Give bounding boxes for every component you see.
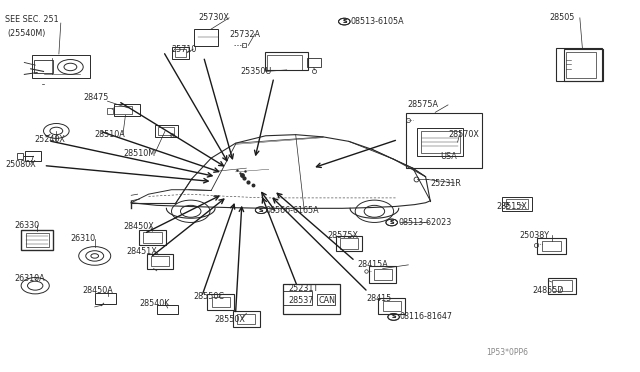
Text: 25710: 25710 bbox=[172, 45, 197, 54]
Text: 08513-6105A: 08513-6105A bbox=[351, 17, 404, 26]
Bar bbox=[417, 128, 463, 156]
Bar bbox=[114, 104, 140, 116]
Text: CAN: CAN bbox=[319, 296, 336, 305]
Bar bbox=[157, 305, 178, 314]
Bar bbox=[406, 113, 482, 168]
Bar bbox=[369, 266, 396, 283]
Text: S: S bbox=[391, 314, 396, 320]
Bar bbox=[378, 298, 405, 314]
Text: S: S bbox=[389, 220, 394, 225]
Bar bbox=[95, 293, 116, 304]
Text: 25080X: 25080X bbox=[5, 160, 36, 169]
Bar bbox=[21, 230, 53, 250]
Text: 28415A: 28415A bbox=[357, 260, 388, 269]
Bar bbox=[340, 238, 358, 249]
Text: 28450A: 28450A bbox=[82, 286, 113, 295]
Bar bbox=[317, 294, 335, 305]
Text: 25231T: 25231T bbox=[288, 284, 318, 293]
Bar bbox=[566, 52, 596, 78]
Bar bbox=[538, 238, 566, 254]
Bar bbox=[151, 256, 169, 266]
Text: 08116-81647: 08116-81647 bbox=[400, 312, 453, 321]
Text: (25540M): (25540M) bbox=[8, 29, 46, 38]
Bar bbox=[421, 131, 460, 153]
Bar bbox=[207, 294, 234, 310]
Bar bbox=[25, 151, 41, 161]
Text: 26310: 26310 bbox=[70, 234, 95, 243]
Text: S: S bbox=[342, 19, 347, 24]
Text: 28570X: 28570X bbox=[448, 130, 479, 139]
Bar bbox=[268, 55, 302, 70]
Text: 24855D: 24855D bbox=[532, 286, 564, 295]
Text: 28550X: 28550X bbox=[214, 315, 245, 324]
Bar bbox=[556, 48, 602, 81]
Text: 28475: 28475 bbox=[83, 93, 109, 102]
Text: 28515X: 28515X bbox=[496, 202, 527, 211]
Text: 26330: 26330 bbox=[14, 221, 39, 230]
Bar bbox=[139, 230, 166, 245]
Text: 25240X: 25240X bbox=[35, 135, 65, 144]
Bar bbox=[506, 199, 529, 209]
Text: 25231R: 25231R bbox=[430, 179, 461, 187]
Bar bbox=[552, 280, 572, 291]
Text: 1P53*0PP6: 1P53*0PP6 bbox=[486, 348, 529, 357]
Text: SEE SEC. 251: SEE SEC. 251 bbox=[5, 15, 59, 24]
Bar bbox=[336, 236, 362, 251]
Bar bbox=[26, 233, 49, 247]
Text: 08566-6165A: 08566-6165A bbox=[266, 206, 319, 215]
Text: 28540K: 28540K bbox=[140, 299, 170, 308]
Bar bbox=[34, 60, 53, 73]
Bar bbox=[307, 58, 321, 67]
Text: 28510A: 28510A bbox=[95, 130, 125, 139]
Bar bbox=[175, 49, 186, 57]
Text: 25038Y: 25038Y bbox=[520, 231, 550, 240]
Bar bbox=[564, 49, 603, 81]
Bar bbox=[194, 29, 218, 46]
Text: 28550C: 28550C bbox=[193, 292, 224, 301]
Text: S: S bbox=[391, 314, 396, 320]
Bar bbox=[32, 55, 90, 78]
Bar bbox=[502, 197, 532, 211]
Text: S: S bbox=[342, 19, 347, 24]
Bar bbox=[172, 47, 189, 59]
Text: 28575A: 28575A bbox=[407, 100, 438, 109]
Bar bbox=[542, 241, 561, 251]
Text: 25350U: 25350U bbox=[240, 67, 271, 76]
Text: 25732A: 25732A bbox=[229, 30, 260, 39]
Text: 28415: 28415 bbox=[366, 294, 391, 303]
Bar bbox=[374, 269, 392, 280]
Text: 28451X: 28451X bbox=[127, 247, 157, 256]
Text: 28537: 28537 bbox=[288, 296, 314, 305]
Bar bbox=[265, 52, 308, 70]
Bar bbox=[383, 301, 401, 311]
Bar bbox=[233, 311, 260, 327]
Text: 28510M: 28510M bbox=[123, 149, 155, 158]
Bar bbox=[283, 291, 312, 305]
Text: 28575X: 28575X bbox=[328, 231, 358, 240]
Bar bbox=[147, 254, 173, 269]
Text: S: S bbox=[389, 220, 394, 225]
Bar bbox=[159, 127, 175, 135]
Bar bbox=[212, 297, 230, 307]
Text: USA: USA bbox=[440, 153, 457, 161]
Bar bbox=[143, 232, 162, 243]
Bar bbox=[155, 125, 178, 137]
Text: 08513-62023: 08513-62023 bbox=[398, 218, 451, 227]
Text: 28450X: 28450X bbox=[123, 222, 154, 231]
Bar bbox=[283, 284, 340, 314]
Bar bbox=[237, 314, 255, 324]
Text: 28505: 28505 bbox=[549, 13, 575, 22]
Text: S: S bbox=[259, 208, 264, 213]
Text: 26310A: 26310A bbox=[14, 274, 45, 283]
Bar bbox=[548, 278, 577, 294]
Text: 25730X: 25730X bbox=[198, 13, 229, 22]
Bar bbox=[114, 106, 132, 114]
Text: S: S bbox=[259, 208, 264, 213]
